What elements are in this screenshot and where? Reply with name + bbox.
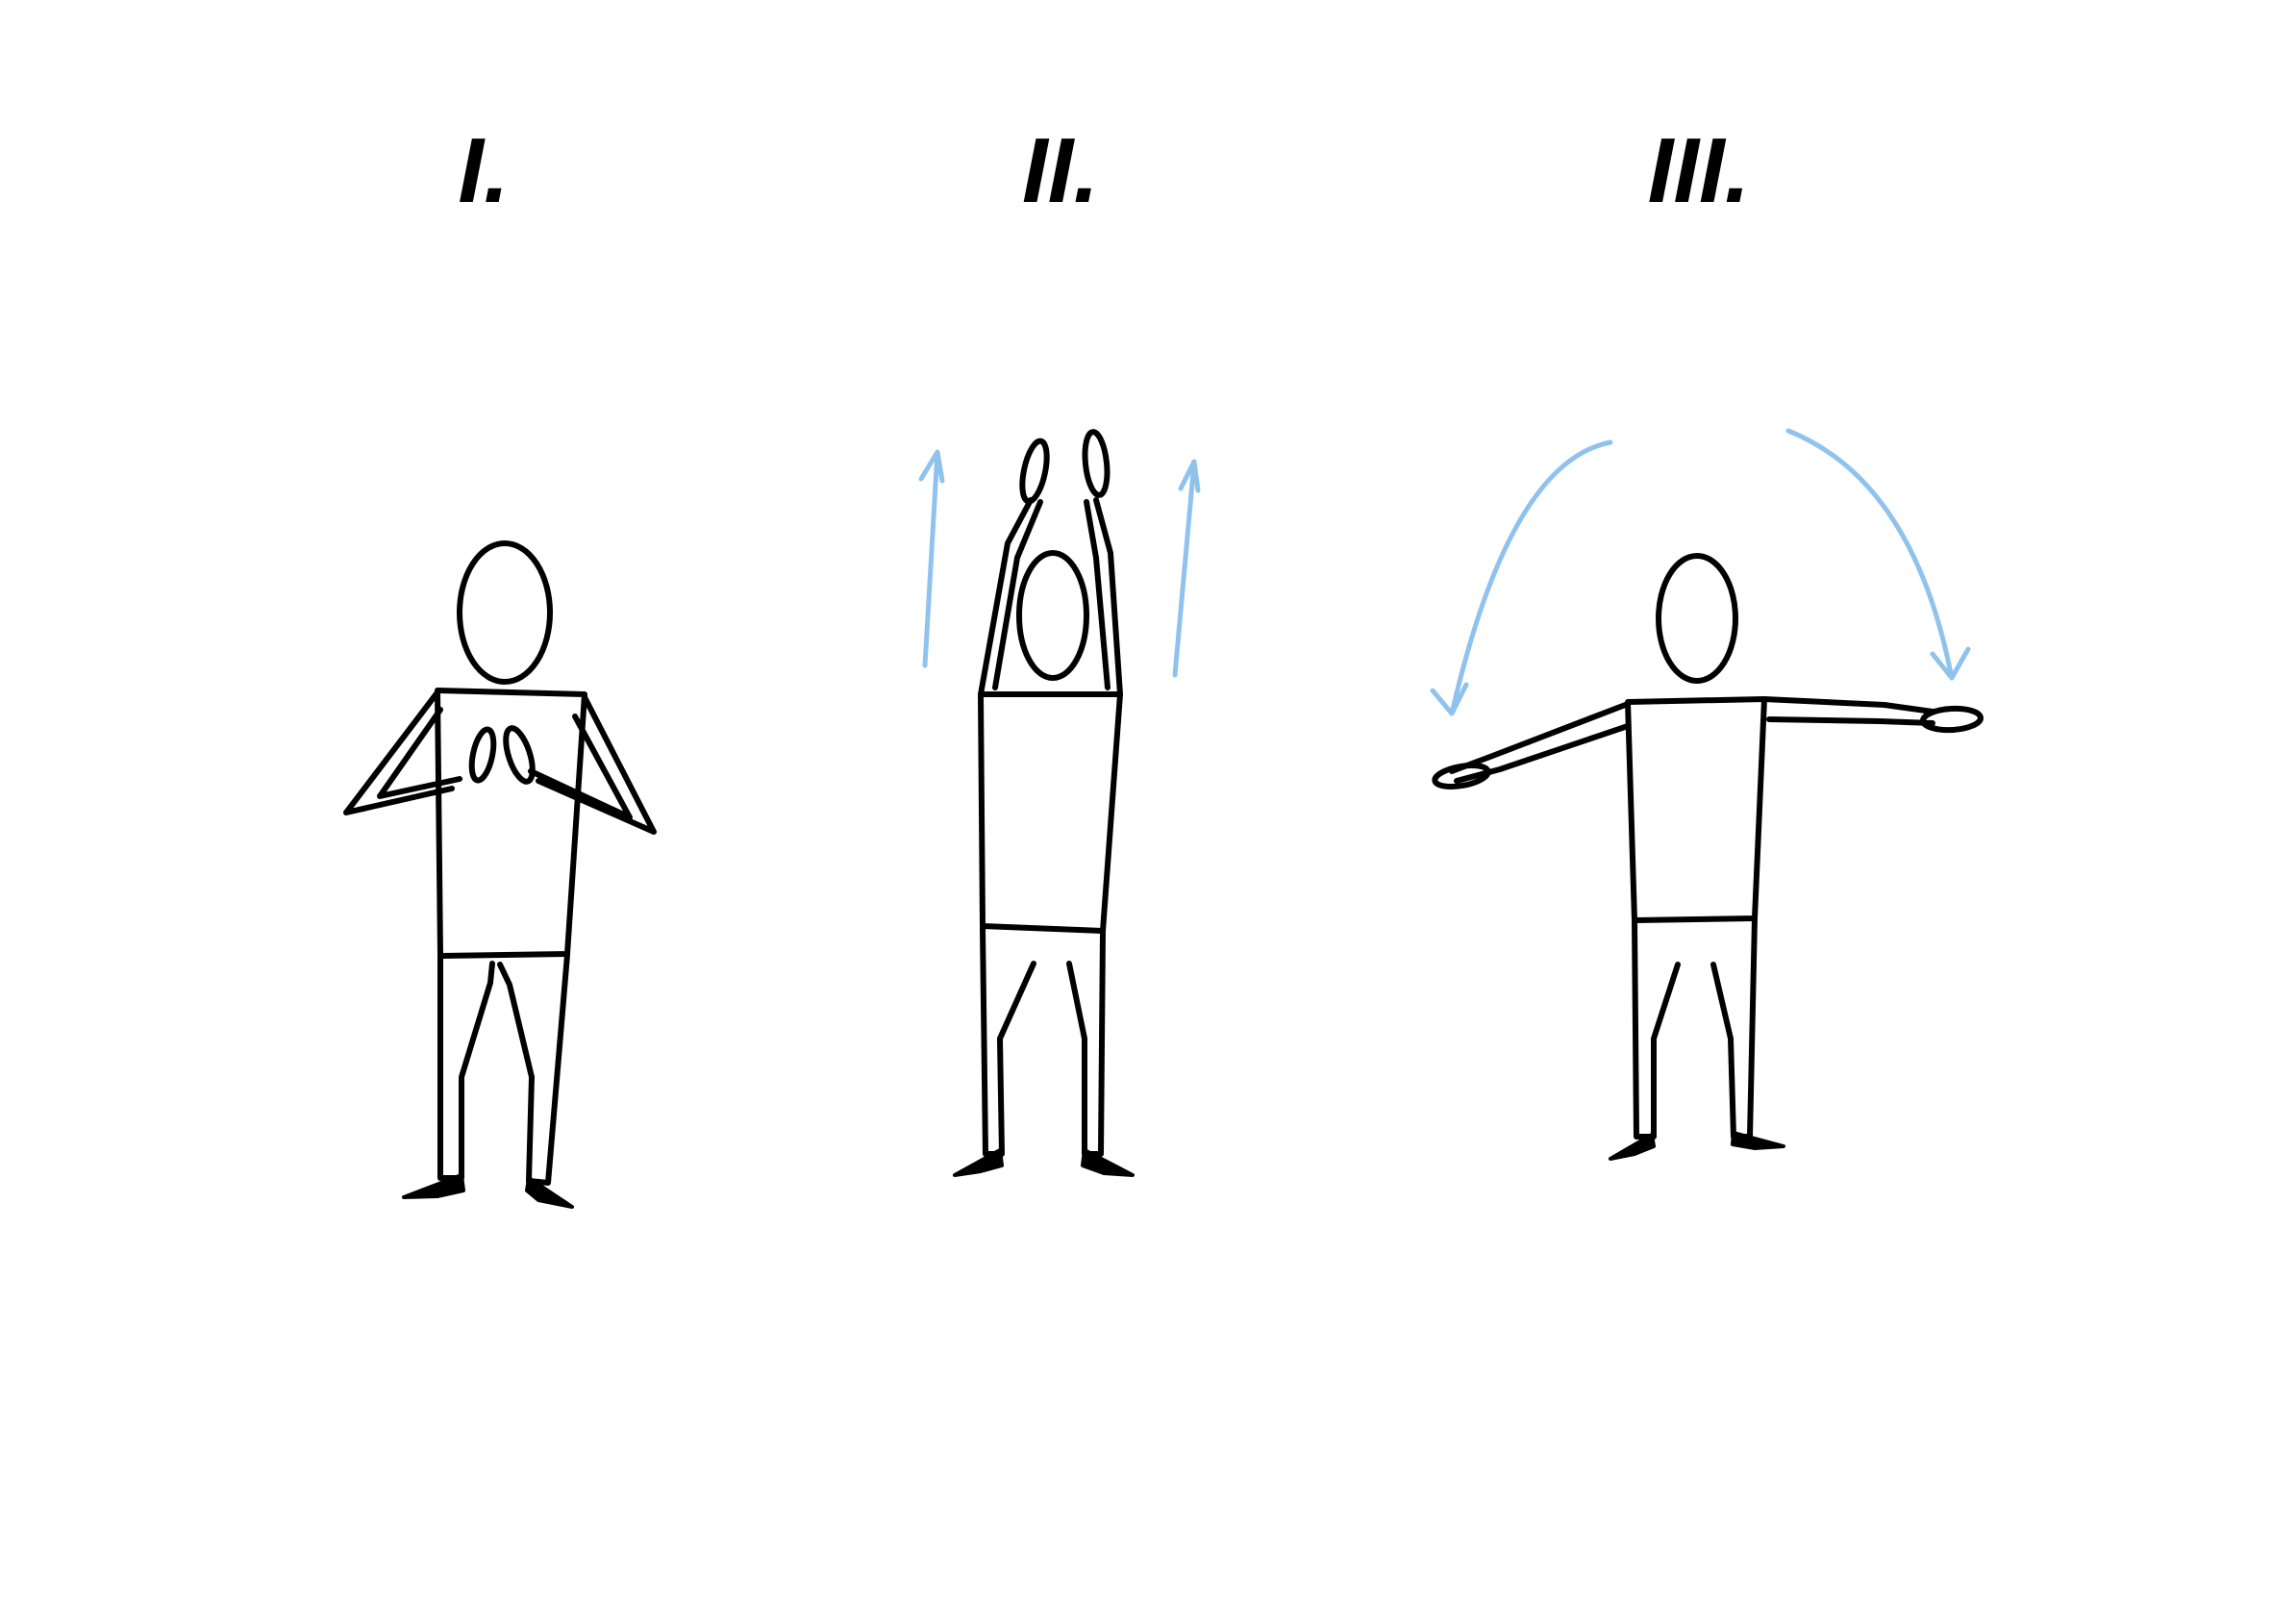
figure-2-torso [978,691,1123,934]
figure-step-3 [1430,428,1984,1161]
figure-2-left-arm [978,497,1043,697]
figure-1-left-foot [402,1173,465,1199]
figure-3-left-leg [1632,917,1681,1140]
figure-2-left-leg [980,925,1036,1157]
step-1-label: I. [458,119,510,222]
figure-2-left-foot [953,1148,1004,1177]
figure-3-right-leg [1710,915,1758,1140]
figure-3-head [1656,553,1738,684]
figure-1-left-leg [437,954,495,1181]
figure-3-left-arm [1449,701,1631,784]
figure-2-left-hand [1019,438,1050,505]
figure-step-1 [343,540,657,1209]
figure-1-right-hand [503,725,536,785]
step-2-label: II. [1021,119,1100,222]
figure-3-torso [1625,696,1767,923]
figure-2-right-foot [1081,1148,1135,1177]
figure-1-right-foot [525,1176,574,1209]
figure-3-left-arc-arrow-icon [1430,439,1613,716]
figure-3-right-hand [1920,705,1984,734]
figure-3-right-arc-arrow-icon [1785,428,1971,681]
figure-1-head [457,540,553,685]
figure-2-right-arm [1084,497,1123,697]
figure-2-right-up-arrow-icon [1172,459,1201,678]
figure-3-right-arm [1761,696,1935,726]
figure-1-left-hand [468,726,497,784]
figure-step-2 [918,429,1201,1177]
figure-2-right-hand [1082,429,1111,498]
figure-2-left-up-arrow-icon [918,449,945,668]
figure-1-left-arm [343,689,462,815]
figure-3-left-foot [1609,1133,1656,1161]
figure-1-right-arm [528,694,657,835]
figure-2-head [1016,550,1089,681]
figure-3-right-foot [1731,1131,1785,1150]
figure-2-right-leg [1066,928,1106,1157]
figure-1-right-leg [497,952,570,1186]
figure-3-left-hand [1432,763,1491,789]
step-3-label: III. [1647,119,1751,222]
